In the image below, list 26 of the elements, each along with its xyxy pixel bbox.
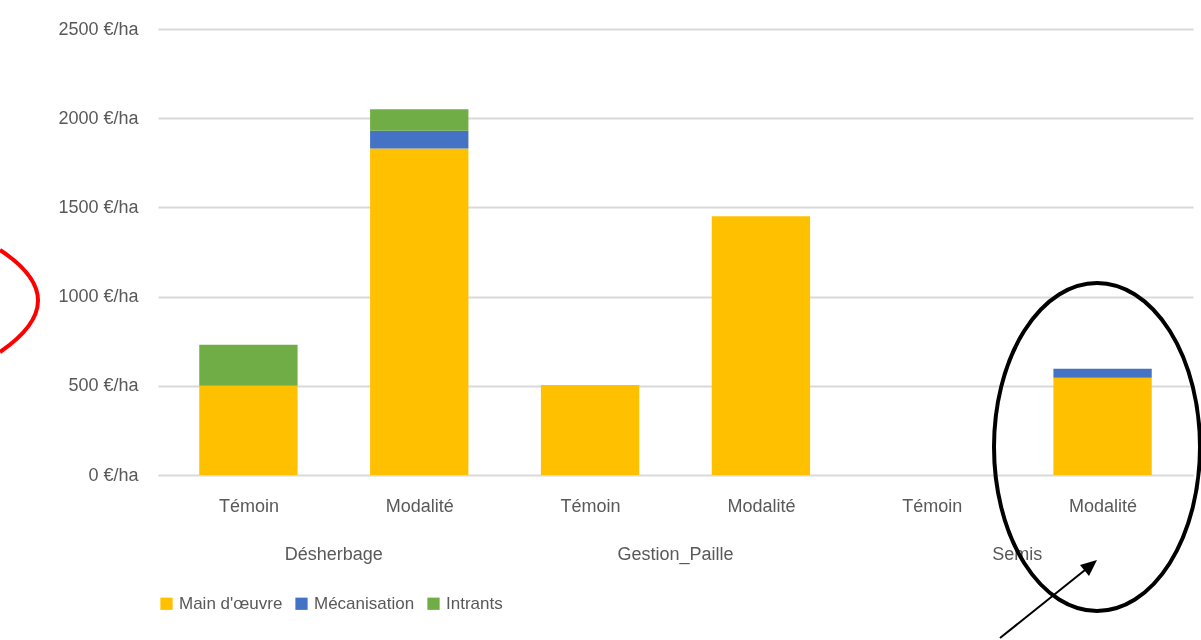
bar bbox=[540, 384, 640, 475]
text: Désherbage bbox=[284, 544, 383, 564]
bar bbox=[370, 109, 469, 131]
y-tick-label: 1500 €/ha bbox=[58, 196, 140, 217]
bar bbox=[1053, 377, 1152, 475]
bar bbox=[711, 216, 811, 475]
x-tick-label: Témoin bbox=[218, 495, 279, 516]
y-tick-label: 0 €/ha bbox=[88, 464, 140, 485]
x-tick-label: Témoin bbox=[902, 495, 963, 516]
bar bbox=[1053, 368, 1152, 378]
x-tick-label: Modalité bbox=[727, 495, 796, 516]
bar bbox=[370, 148, 469, 475]
legend-label: Intrants bbox=[446, 593, 503, 613]
bar bbox=[370, 130, 469, 149]
legend-label: Mécanisation bbox=[314, 593, 415, 613]
bar bbox=[199, 385, 298, 475]
x-tick-label: Modalité bbox=[385, 495, 454, 516]
legend-label: Main d'œuvre bbox=[179, 593, 283, 613]
text: Gestion_Paille bbox=[617, 544, 734, 565]
x-tick-label: Modalité bbox=[1069, 495, 1138, 516]
y-tick-label: 2500 €/ha bbox=[58, 18, 140, 39]
y-tick-label: 500 €/ha bbox=[68, 375, 140, 396]
bar bbox=[199, 344, 298, 386]
y-tick-label: 1000 €/ha bbox=[58, 286, 140, 307]
x-tick-label: Témoin bbox=[560, 495, 621, 516]
y-tick-label: 2000 €/ha bbox=[58, 107, 140, 128]
